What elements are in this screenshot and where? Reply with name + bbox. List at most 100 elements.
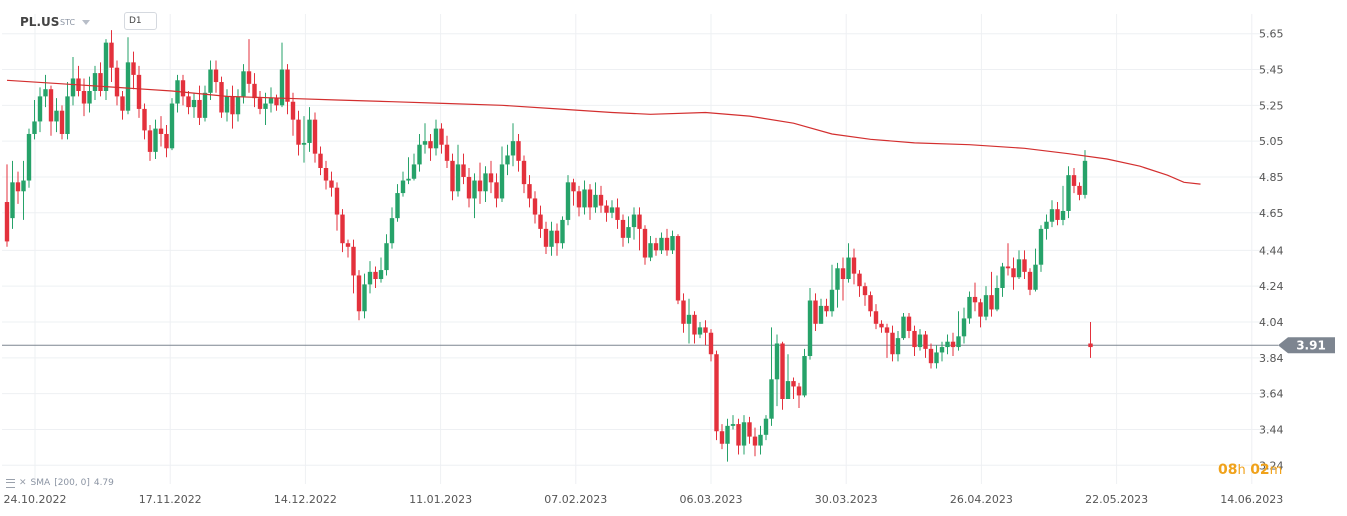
candle-body bbox=[241, 71, 246, 97]
candle bbox=[648, 236, 653, 262]
candle bbox=[1027, 268, 1033, 296]
candle-body bbox=[351, 246, 356, 276]
candle bbox=[813, 293, 818, 331]
candle-body bbox=[87, 91, 92, 104]
candle-body bbox=[329, 180, 334, 188]
candle bbox=[290, 92, 296, 136]
candle-body bbox=[1027, 271, 1033, 290]
candle bbox=[620, 214, 626, 247]
candle bbox=[81, 78, 87, 117]
candle bbox=[890, 325, 895, 362]
candle bbox=[219, 76, 224, 118]
candle-body bbox=[103, 42, 109, 91]
candle-body bbox=[494, 182, 499, 199]
candle-body bbox=[147, 130, 153, 152]
candle bbox=[213, 60, 219, 93]
candle-body bbox=[257, 98, 263, 109]
x-tick-label: 14.06.2023 bbox=[1220, 493, 1283, 506]
symbol-label[interactable]: PL.US bbox=[20, 15, 60, 29]
candle-body bbox=[114, 67, 120, 97]
candle-body bbox=[538, 214, 543, 229]
candle bbox=[769, 327, 774, 426]
candle bbox=[565, 175, 571, 226]
candle-body bbox=[125, 62, 131, 111]
candle-body bbox=[857, 273, 862, 287]
x-tick-label: 24.10.2022 bbox=[4, 493, 67, 506]
candle bbox=[268, 87, 274, 113]
candle bbox=[455, 144, 461, 197]
candle-body bbox=[637, 214, 642, 229]
candle-body bbox=[752, 436, 758, 446]
candle bbox=[664, 228, 670, 256]
candle bbox=[587, 184, 593, 220]
candle bbox=[714, 350, 719, 441]
candle-body bbox=[197, 99, 202, 118]
candle-body bbox=[32, 121, 37, 134]
candle-body bbox=[1011, 268, 1016, 278]
candle bbox=[554, 223, 560, 256]
candle bbox=[1011, 257, 1016, 290]
candle bbox=[98, 62, 103, 97]
y-tick-label: 3.24 bbox=[1259, 459, 1284, 472]
instrument-type-selector[interactable]: STC bbox=[60, 12, 91, 32]
candle-body bbox=[334, 187, 340, 215]
candle-countdown-timer: 08h 02m bbox=[1218, 462, 1282, 478]
timeframe-button[interactable]: D1 bbox=[124, 12, 157, 30]
candle-body bbox=[10, 182, 15, 219]
candle bbox=[1055, 202, 1060, 226]
candle-body bbox=[213, 69, 219, 83]
candle-body bbox=[989, 295, 994, 310]
candle bbox=[312, 112, 318, 163]
candle bbox=[428, 133, 433, 161]
candle-body bbox=[928, 348, 934, 364]
candle-body bbox=[769, 379, 774, 419]
timer-minutes: 02 bbox=[1250, 462, 1270, 478]
candle bbox=[1066, 166, 1071, 219]
candle-body bbox=[395, 193, 400, 219]
candle bbox=[307, 107, 312, 152]
candle bbox=[521, 155, 527, 194]
candle-body bbox=[472, 180, 477, 199]
candle-body bbox=[653, 243, 659, 251]
candle bbox=[1060, 185, 1066, 226]
candle bbox=[1033, 248, 1038, 292]
y-tick-label: 3.44 bbox=[1259, 423, 1284, 436]
candle-body bbox=[692, 314, 697, 335]
candle bbox=[532, 191, 538, 224]
candle bbox=[571, 178, 576, 206]
candle-body bbox=[747, 422, 752, 437]
indicator-settings-icon[interactable] bbox=[6, 478, 15, 488]
candle-body bbox=[373, 271, 378, 280]
x-tick-label: 26.04.2023 bbox=[950, 493, 1013, 506]
candle bbox=[384, 234, 389, 276]
candle-body bbox=[1055, 209, 1060, 220]
candle bbox=[32, 99, 37, 140]
indicator-legend[interactable]: ✕ SMA [200, 0] 4.79 bbox=[6, 478, 114, 488]
candle-body bbox=[59, 110, 65, 134]
candle bbox=[422, 123, 428, 154]
candle-body bbox=[158, 128, 164, 134]
candle bbox=[109, 30, 114, 83]
candle bbox=[65, 82, 70, 140]
candle-body bbox=[406, 178, 411, 181]
candle bbox=[989, 271, 994, 317]
candle bbox=[752, 427, 758, 457]
candle-body bbox=[1038, 228, 1044, 265]
candle bbox=[730, 415, 736, 430]
y-tick-label: 4.85 bbox=[1259, 171, 1284, 184]
candle-body bbox=[4, 202, 10, 242]
close-icon[interactable]: ✕ bbox=[19, 478, 27, 488]
candle-body bbox=[664, 237, 670, 251]
candle bbox=[505, 144, 510, 176]
candle-body bbox=[978, 302, 983, 317]
candle bbox=[609, 200, 615, 219]
candle-body bbox=[1071, 175, 1077, 186]
candle-body bbox=[439, 128, 444, 145]
candle bbox=[697, 322, 703, 339]
candle-body bbox=[873, 311, 879, 324]
candle bbox=[560, 216, 565, 249]
candle bbox=[835, 262, 840, 308]
candle-body bbox=[345, 243, 351, 247]
candle-body bbox=[686, 314, 692, 324]
